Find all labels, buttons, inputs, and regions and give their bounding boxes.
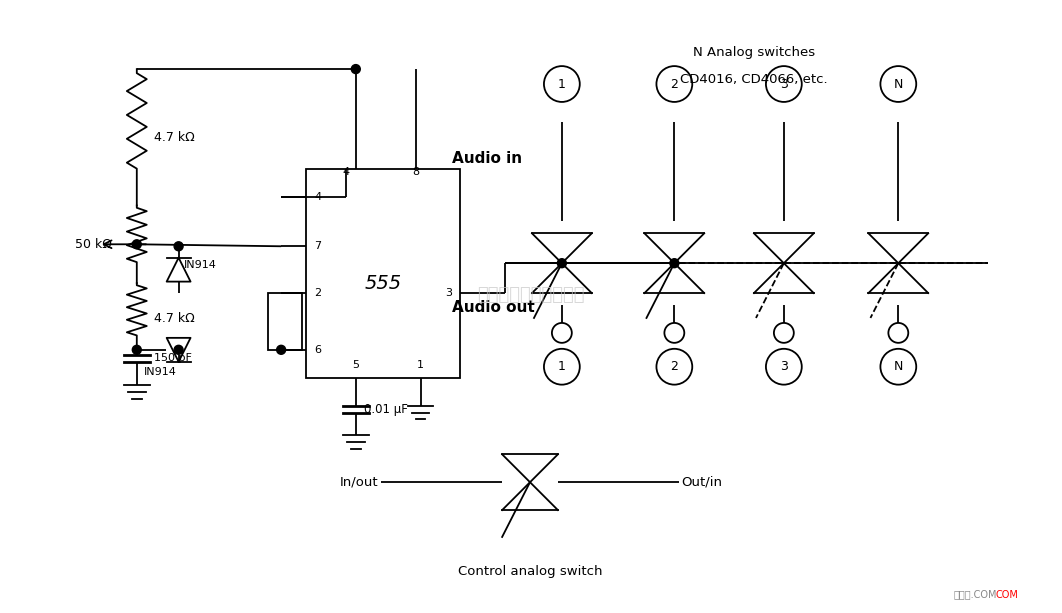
Text: 8: 8 <box>412 167 419 177</box>
Text: Out/in: Out/in <box>682 476 722 489</box>
Text: N Analog switches: N Analog switches <box>692 45 815 59</box>
Circle shape <box>352 64 360 74</box>
Text: 4: 4 <box>314 191 321 202</box>
Text: 接线图.COM: 接线图.COM <box>953 590 996 600</box>
Text: 1: 1 <box>417 360 424 370</box>
Bar <box>269 293 302 350</box>
Text: 4.7 kΩ: 4.7 kΩ <box>154 131 194 144</box>
Text: IN914: IN914 <box>184 260 217 270</box>
Text: Control analog switch: Control analog switch <box>458 565 602 578</box>
Text: COM: COM <box>996 590 1018 600</box>
Text: 3: 3 <box>780 77 788 91</box>
Text: 2: 2 <box>314 288 321 298</box>
Circle shape <box>670 259 679 268</box>
Circle shape <box>133 345 141 354</box>
Text: 3: 3 <box>445 288 452 298</box>
Circle shape <box>558 259 566 268</box>
Text: 150 pF: 150 pF <box>154 352 191 363</box>
Bar <box>306 169 460 378</box>
Text: 0.01 μF: 0.01 μF <box>364 403 408 416</box>
Text: 1: 1 <box>558 360 566 373</box>
Text: 3: 3 <box>780 360 788 373</box>
Text: 2: 2 <box>670 360 679 373</box>
Text: 50 kΩ: 50 kΩ <box>75 238 112 251</box>
Text: IN914: IN914 <box>143 367 176 377</box>
Text: 杭州将睷科技有限公司: 杭州将睷科技有限公司 <box>477 286 585 304</box>
Text: Audio in: Audio in <box>452 151 523 166</box>
Text: N: N <box>893 360 903 373</box>
Text: In/out: In/out <box>340 476 379 489</box>
Circle shape <box>174 242 183 251</box>
Text: 1: 1 <box>558 77 566 91</box>
Circle shape <box>133 240 141 249</box>
Text: 5: 5 <box>353 360 359 370</box>
Text: 4: 4 <box>342 167 349 177</box>
Text: 555: 555 <box>364 273 401 292</box>
Text: 7: 7 <box>314 242 321 251</box>
Text: 2: 2 <box>670 77 679 91</box>
Text: N: N <box>893 77 903 91</box>
Circle shape <box>174 345 183 354</box>
Circle shape <box>277 345 286 354</box>
Text: CD4016, CD4066, etc.: CD4016, CD4066, etc. <box>680 72 827 86</box>
Text: Audio out: Audio out <box>452 300 535 316</box>
Text: 6: 6 <box>314 345 321 355</box>
Text: 4.7 kΩ: 4.7 kΩ <box>154 313 194 326</box>
